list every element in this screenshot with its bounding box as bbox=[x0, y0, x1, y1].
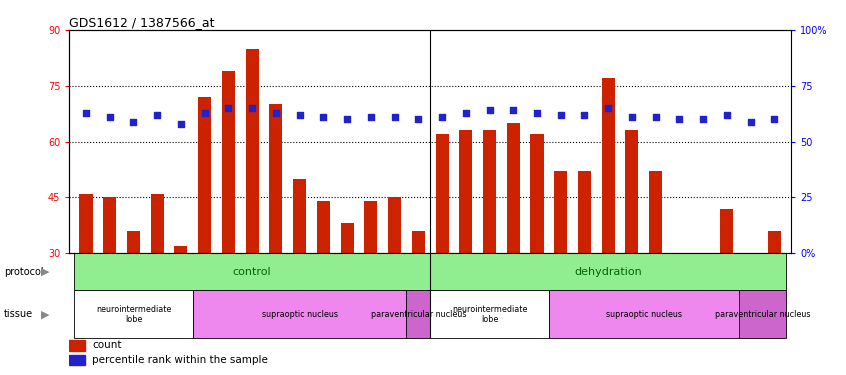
Point bbox=[696, 116, 710, 122]
Point bbox=[436, 114, 449, 120]
Point bbox=[80, 110, 93, 116]
Bar bbox=[483, 130, 496, 253]
Bar bbox=[530, 134, 543, 253]
Bar bbox=[317, 201, 330, 253]
Point bbox=[364, 114, 377, 120]
Point bbox=[720, 112, 733, 118]
Point bbox=[483, 107, 497, 113]
Text: paraventricular nucleus: paraventricular nucleus bbox=[715, 310, 810, 319]
Bar bbox=[744, 253, 757, 305]
Point bbox=[127, 118, 140, 124]
Bar bbox=[222, 71, 235, 253]
Text: control: control bbox=[233, 267, 272, 277]
Bar bbox=[549, 290, 739, 338]
Point bbox=[530, 110, 544, 116]
Bar bbox=[602, 78, 615, 253]
Text: protocol: protocol bbox=[4, 267, 44, 277]
Bar bbox=[625, 130, 639, 253]
Bar bbox=[696, 253, 710, 261]
Bar bbox=[365, 201, 377, 253]
Bar bbox=[578, 171, 591, 253]
Point bbox=[602, 105, 615, 111]
Point bbox=[507, 107, 520, 113]
Point bbox=[151, 112, 164, 118]
Point bbox=[411, 116, 425, 122]
Point bbox=[269, 110, 283, 116]
Bar bbox=[151, 194, 164, 253]
Point bbox=[387, 114, 401, 120]
Bar bbox=[436, 134, 448, 253]
Text: count: count bbox=[92, 340, 122, 350]
Point bbox=[673, 116, 686, 122]
Point bbox=[767, 116, 781, 122]
Bar bbox=[341, 224, 354, 253]
Text: neurointermediate
lobe: neurointermediate lobe bbox=[452, 304, 527, 324]
Text: ▶: ▶ bbox=[41, 267, 49, 277]
Point bbox=[293, 112, 306, 118]
Bar bbox=[293, 179, 306, 253]
Point bbox=[222, 105, 235, 111]
Bar bbox=[388, 197, 401, 253]
Text: tissue: tissue bbox=[4, 309, 33, 320]
Point bbox=[174, 121, 188, 127]
Bar bbox=[69, 355, 85, 365]
Bar bbox=[430, 253, 786, 290]
Bar bbox=[269, 104, 283, 253]
Point bbox=[554, 112, 568, 118]
Bar bbox=[127, 231, 140, 253]
Point bbox=[103, 114, 117, 120]
Text: neurointermediate
lobe: neurointermediate lobe bbox=[96, 304, 171, 324]
Bar bbox=[554, 171, 568, 253]
Bar bbox=[174, 246, 188, 253]
Point bbox=[198, 110, 212, 116]
Text: GDS1612 / 1387566_at: GDS1612 / 1387566_at bbox=[69, 16, 215, 29]
Bar bbox=[430, 290, 549, 338]
Point bbox=[340, 116, 354, 122]
Text: paraventricular nucleus: paraventricular nucleus bbox=[371, 310, 466, 319]
Point bbox=[578, 112, 591, 118]
Bar bbox=[412, 231, 425, 253]
Bar bbox=[69, 340, 85, 351]
Text: ▶: ▶ bbox=[41, 309, 49, 320]
Bar bbox=[74, 253, 430, 290]
Bar bbox=[768, 231, 781, 253]
Point bbox=[649, 114, 662, 120]
Bar bbox=[193, 290, 406, 338]
Bar bbox=[721, 209, 733, 253]
Text: percentile rank within the sample: percentile rank within the sample bbox=[92, 355, 268, 365]
Bar bbox=[673, 253, 686, 261]
Bar bbox=[198, 97, 212, 253]
Text: dehydration: dehydration bbox=[574, 267, 642, 277]
Point bbox=[744, 118, 757, 124]
Point bbox=[459, 110, 473, 116]
Bar bbox=[406, 290, 430, 338]
Text: supraoptic nucleus: supraoptic nucleus bbox=[261, 310, 338, 319]
Bar bbox=[245, 49, 259, 253]
Bar bbox=[507, 123, 519, 253]
Text: supraoptic nucleus: supraoptic nucleus bbox=[606, 310, 682, 319]
Point bbox=[625, 114, 639, 120]
Bar bbox=[739, 290, 786, 338]
Bar bbox=[103, 197, 116, 253]
Point bbox=[245, 105, 259, 111]
Point bbox=[316, 114, 330, 120]
Bar bbox=[74, 290, 193, 338]
Bar bbox=[649, 171, 662, 253]
Bar bbox=[80, 194, 92, 253]
Bar bbox=[459, 130, 472, 253]
